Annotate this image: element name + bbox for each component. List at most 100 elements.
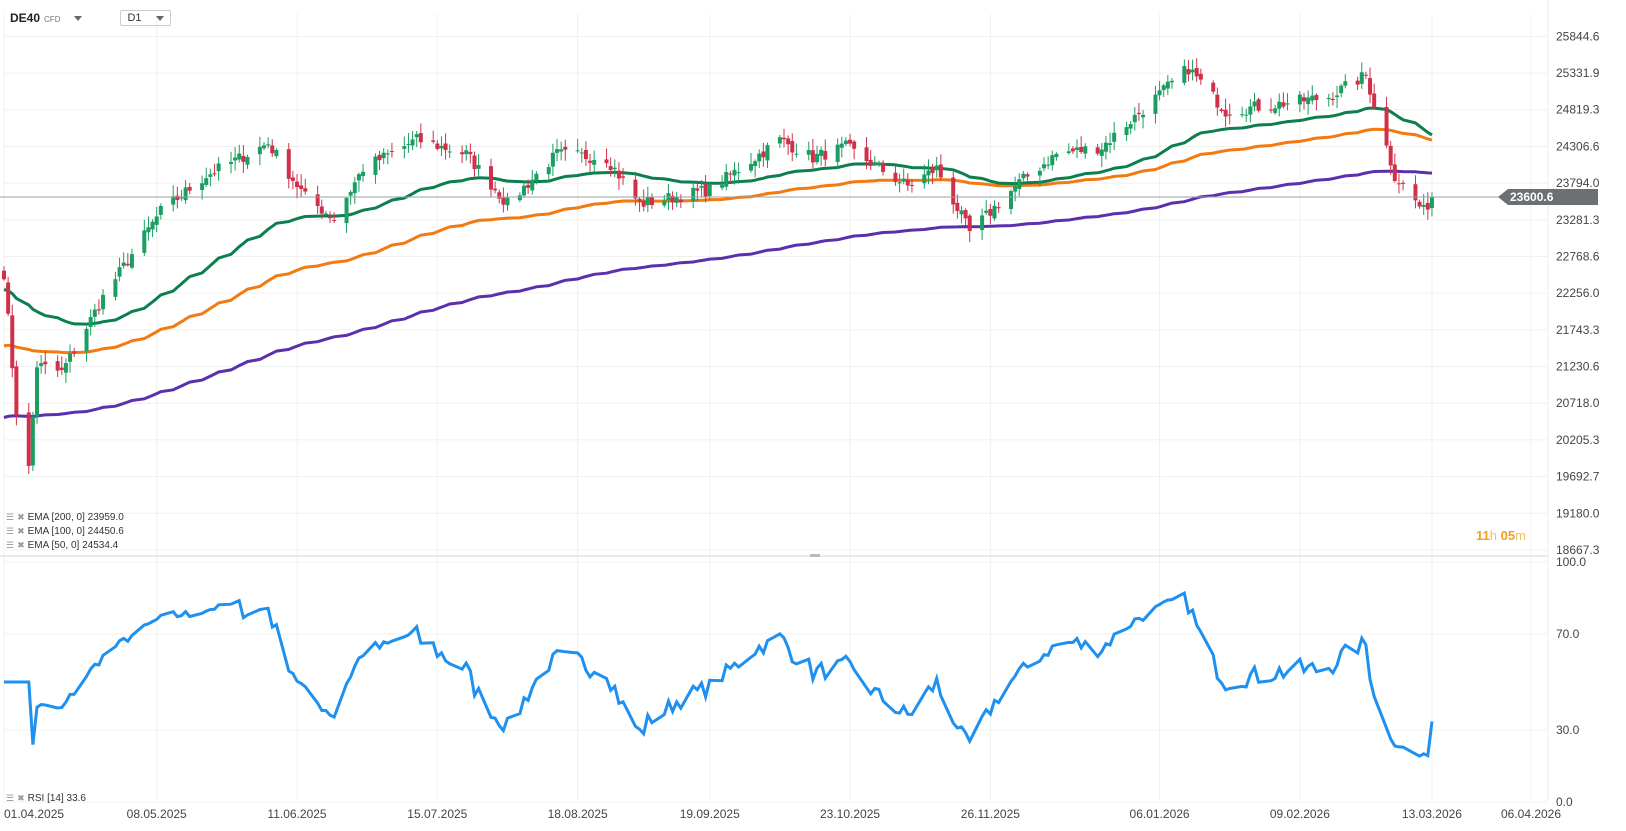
candle-body (146, 227, 151, 233)
candle-body (187, 186, 192, 191)
close-icon[interactable]: ✖ (17, 793, 25, 803)
candle-body (1326, 97, 1331, 100)
candle-body (1359, 72, 1364, 84)
candle-body (332, 220, 337, 222)
date-axis-label: 18.08.2025 (548, 807, 608, 821)
candle-body (616, 170, 621, 179)
settings-icon[interactable]: ☰ (6, 540, 15, 550)
pane-resize-handle[interactable] (810, 554, 820, 557)
candle-body (934, 165, 939, 171)
timeframe-select[interactable]: D1 (120, 10, 171, 26)
price-axis-label: 18667.3 (1556, 543, 1600, 557)
candle-body (761, 151, 766, 158)
rsi-axis-label: 30.0 (1556, 723, 1580, 737)
candle-body (26, 412, 31, 466)
candle-body (843, 140, 848, 145)
candle-body (1285, 103, 1290, 105)
legend-rsi[interactable]: ☰ ✖ RSI [14] 33.6 (6, 793, 86, 804)
candle-body (1017, 179, 1022, 190)
candle-body (550, 152, 555, 167)
candle-body (241, 155, 246, 162)
close-icon[interactable]: ✖ (17, 512, 25, 522)
candle-body (1021, 173, 1026, 179)
candle-body (1157, 90, 1162, 96)
candle-body (1050, 155, 1055, 166)
candle-body (695, 188, 700, 191)
candle-body (204, 178, 209, 185)
candle-body (641, 200, 646, 207)
candle-body (84, 328, 89, 352)
candle-body (402, 146, 407, 149)
ema50-line (3, 106, 1433, 326)
settings-icon[interactable]: ☰ (6, 526, 15, 536)
candle-body (963, 210, 968, 219)
candle-body (575, 150, 580, 152)
candle-body (1223, 109, 1228, 117)
legend-ema200-label: EMA [200, 0] 23959.0 (27, 512, 124, 523)
candle-body (649, 196, 654, 206)
candle-body (315, 194, 320, 207)
candle-body (1054, 153, 1059, 158)
candle-body (1306, 97, 1311, 105)
close-icon[interactable]: ✖ (17, 540, 25, 550)
candle-body (930, 167, 935, 174)
candle-body (290, 177, 295, 181)
candle-body (348, 192, 353, 196)
candle-body (1042, 164, 1047, 169)
candle-body (1075, 147, 1080, 150)
close-icon[interactable]: ✖ (17, 526, 25, 536)
rsi-axis-label: 100.0 (1556, 555, 1586, 569)
candle-body (406, 144, 411, 146)
price-axis-label: 25331.9 (1556, 66, 1600, 80)
candle-body (63, 363, 68, 373)
symbol-dropdown-icon[interactable] (74, 15, 83, 21)
price-axis-label: 21230.6 (1556, 360, 1600, 374)
candle-body (848, 139, 853, 144)
candle-body (113, 279, 118, 297)
date-axis-label: 13.03.2026 (1402, 807, 1462, 821)
candle-body (1314, 95, 1319, 100)
candle-body (876, 162, 881, 165)
candle-body (373, 156, 378, 175)
candle-body (1248, 106, 1253, 115)
candle-body (431, 140, 436, 142)
candle-body (117, 267, 122, 277)
legend-ema200[interactable]: ☰ ✖ EMA [200, 0] 23959.0 (6, 512, 124, 523)
candle-body (476, 164, 481, 169)
candle-body (59, 367, 64, 370)
candle-body (583, 149, 588, 160)
candle-body (674, 196, 679, 203)
instrument-type-label: CFD (44, 15, 61, 24)
candle-body (1066, 151, 1071, 153)
candle-body (1252, 101, 1257, 107)
candle-body (1401, 182, 1406, 184)
candle-body (1372, 93, 1377, 108)
legend-ema50[interactable]: ☰ ✖ EMA [50, 0] 24534.4 (6, 540, 118, 551)
candle-body (815, 153, 820, 163)
settings-icon[interactable]: ☰ (6, 793, 15, 803)
candle-body (43, 361, 48, 365)
candle-body (266, 144, 271, 146)
candle-body (35, 367, 40, 417)
candle-body (356, 174, 361, 181)
candle-body (68, 353, 73, 362)
settings-icon[interactable]: ☰ (6, 512, 15, 522)
candle-body (806, 150, 811, 155)
candle-body (984, 210, 989, 213)
candle-body (621, 176, 626, 178)
candle-body (839, 143, 844, 148)
candle-body (505, 197, 510, 206)
candle-body (522, 185, 527, 196)
symbol-label[interactable]: DE40 (10, 11, 41, 25)
candle-body (257, 146, 262, 155)
candle-body (2, 270, 6, 280)
candle-body (1240, 114, 1245, 116)
current-price-label: 23600.6 (1510, 190, 1554, 204)
candle-body (1277, 101, 1282, 109)
candle-body (1025, 174, 1030, 177)
legend-ema100[interactable]: ☰ ✖ EMA [100, 0] 24450.6 (6, 526, 124, 537)
date-axis-label: 19.09.2025 (680, 807, 740, 821)
date-axis-label: 26.11.2025 (961, 807, 1020, 821)
candle-body (129, 254, 134, 268)
